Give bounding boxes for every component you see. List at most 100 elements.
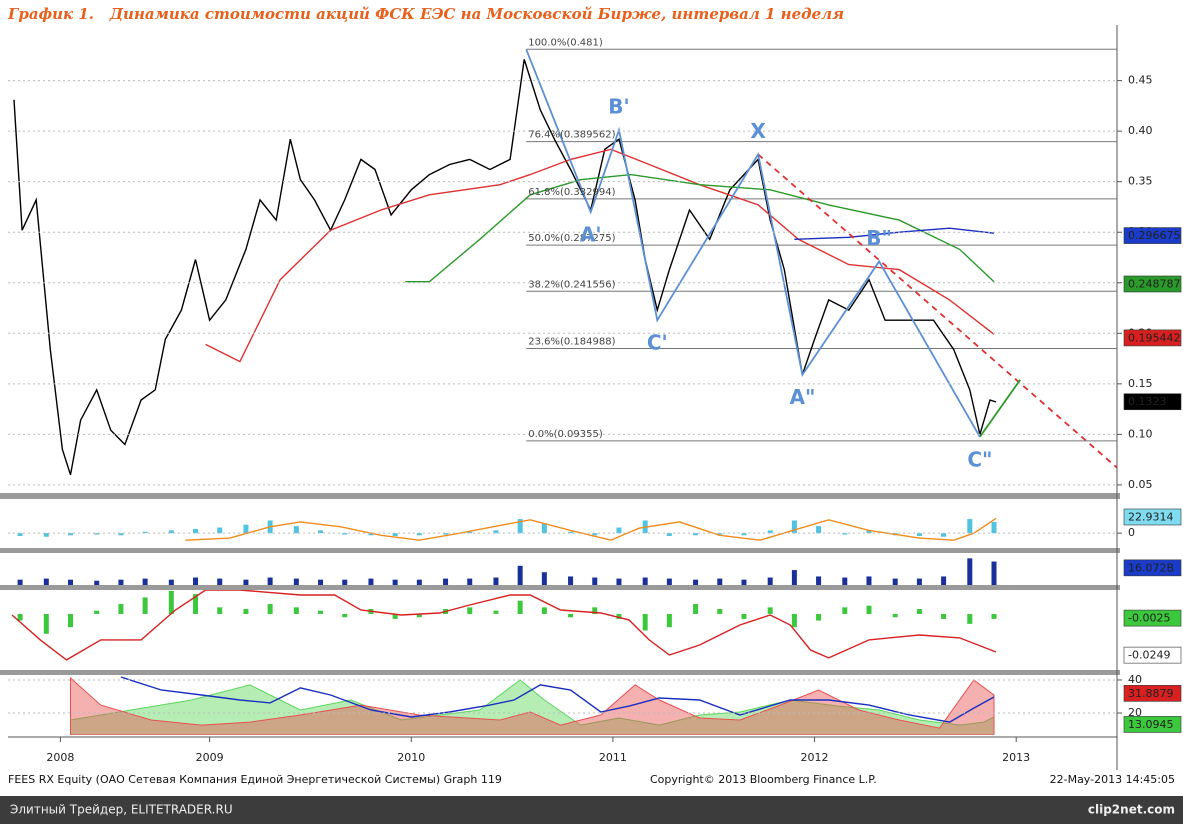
bar [193, 528, 199, 534]
series-line [185, 517, 997, 541]
panel [69, 676, 995, 735]
bar [916, 609, 922, 614]
y-tick-label: 0.40 [1128, 124, 1153, 137]
fib-label: 61.8%(0.332994) [528, 187, 615, 198]
bar [568, 576, 574, 585]
series-line [11, 590, 997, 661]
bar [193, 594, 199, 614]
value-tag-label: 0.248787 [1128, 277, 1181, 290]
bar [243, 609, 249, 614]
bar [717, 578, 723, 585]
y-tick-label: 20 [1128, 706, 1142, 719]
value-tag [1123, 329, 1182, 347]
bar [94, 580, 100, 585]
x-tick-label: 2009 [196, 751, 224, 764]
bar [541, 523, 547, 534]
bar [493, 610, 499, 614]
value-tag-label: -0.0025 [1128, 612, 1170, 625]
series-line [13, 59, 997, 476]
bar [467, 578, 473, 585]
bar [94, 610, 100, 614]
bar [293, 578, 299, 585]
pattern-label: A' [580, 223, 602, 247]
bar [17, 533, 23, 536]
bar [168, 590, 174, 614]
value-tag [1123, 609, 1182, 627]
bar [217, 527, 223, 534]
panel [13, 48, 1117, 476]
watermark-right: clip2net.com [1088, 803, 1175, 817]
bar [592, 577, 598, 585]
x-tick-label: 2011 [599, 751, 627, 764]
bar [142, 597, 148, 614]
bar [642, 613, 648, 631]
bar [866, 605, 872, 614]
bar [217, 578, 223, 585]
pattern-label: X [750, 119, 766, 143]
bar [318, 579, 324, 585]
pattern-label: C" [967, 447, 992, 471]
bar [217, 607, 223, 614]
value-tag [1123, 716, 1182, 733]
bar [916, 578, 922, 585]
bar [767, 577, 773, 585]
panel-separator [0, 585, 1120, 590]
bar [168, 530, 174, 534]
bar [267, 604, 273, 614]
bar [941, 576, 947, 585]
bar [741, 533, 747, 536]
bar [693, 579, 699, 585]
bar [243, 524, 249, 534]
value-tag [1123, 559, 1182, 577]
bar [592, 607, 598, 614]
bar [616, 527, 622, 534]
bar [842, 607, 848, 614]
pattern-label: B' [608, 95, 629, 119]
bar [17, 579, 23, 585]
trendline [757, 153, 1117, 469]
chart-title: График 1. Динамика стоимости акций ФСК Е… [7, 5, 844, 23]
value-tag-label: 0.195442 [1128, 331, 1181, 344]
bar [916, 533, 922, 536]
value-tag-label: 13.0945 [1128, 718, 1174, 731]
fib-label: 76.4%(0.389562) [528, 130, 615, 141]
bar [592, 533, 598, 536]
series-area [69, 679, 995, 735]
bar [642, 577, 648, 585]
bar [267, 577, 273, 585]
bar [541, 572, 547, 585]
panel [11, 590, 997, 661]
bar [693, 533, 699, 536]
bar [368, 578, 374, 585]
value-tag-label: 0.1323 [1128, 395, 1167, 408]
bar [443, 578, 449, 585]
fib-label: 23.6%(0.184988) [528, 336, 615, 347]
bar [118, 579, 124, 585]
bar [467, 607, 473, 614]
bar [616, 578, 622, 585]
bar [342, 613, 348, 618]
watermark-left: Элитный Трейдер, ELITETRADER.RU [10, 803, 233, 817]
panel-separator [0, 548, 1120, 553]
value-tag [1123, 227, 1182, 244]
bar [168, 579, 174, 585]
bar [243, 579, 249, 585]
pattern-label: B" [866, 226, 892, 250]
watermark-bar [0, 796, 1183, 824]
bar [541, 607, 547, 614]
bar [991, 613, 997, 619]
bar [666, 578, 672, 585]
bar [43, 578, 49, 585]
bar [967, 613, 973, 624]
bar [193, 577, 199, 585]
bar [842, 577, 848, 585]
bar [791, 520, 797, 534]
bar [392, 533, 398, 536]
footer-right: 22-May-2013 14:45:05 [1050, 773, 1175, 786]
series-line [405, 173, 995, 283]
bar [94, 533, 100, 535]
x-tick-label: 2012 [801, 751, 829, 764]
bar [68, 613, 74, 628]
